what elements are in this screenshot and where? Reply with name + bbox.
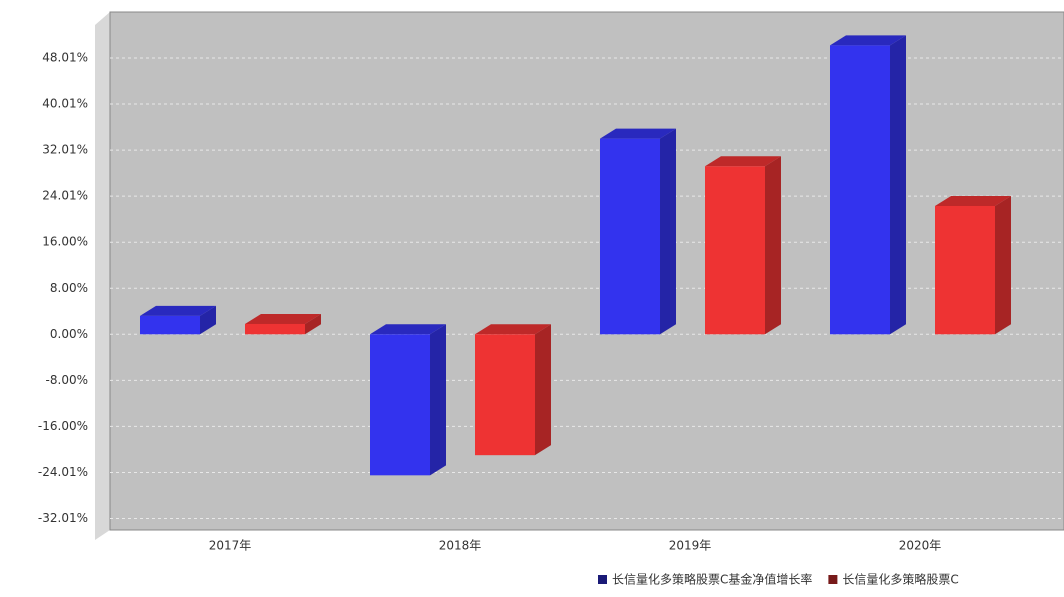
bar xyxy=(245,323,305,335)
y-tick-label: -16.00% xyxy=(38,419,88,433)
bar-top xyxy=(140,305,216,316)
y-tick-label: -24.01% xyxy=(38,465,88,479)
legend-label: 长信量化多策略股票C基金净值增长率 xyxy=(612,572,812,587)
bar-side xyxy=(305,313,321,335)
bar-side xyxy=(890,35,906,335)
bar xyxy=(475,334,535,456)
plot-area xyxy=(109,11,1064,531)
bar-side xyxy=(430,324,446,476)
bar-top xyxy=(705,156,781,167)
bar-top xyxy=(935,195,1011,206)
y-tick-label: 0.00% xyxy=(50,327,88,341)
bar-top xyxy=(370,324,446,335)
bar xyxy=(705,166,765,335)
y-tick-label: 8.00% xyxy=(50,281,88,295)
bar-top xyxy=(830,35,906,46)
y-tick-label: 32.01% xyxy=(42,143,88,157)
y-tick-label: 24.01% xyxy=(42,189,88,203)
y-tick-label: 16.00% xyxy=(42,235,88,249)
bar-top xyxy=(600,128,676,139)
bar xyxy=(600,138,660,335)
bar xyxy=(935,205,995,335)
bar-side xyxy=(995,195,1011,335)
bar xyxy=(830,45,890,335)
legend-swatch xyxy=(598,575,607,584)
bar-top xyxy=(475,324,551,335)
bar xyxy=(140,315,200,335)
y-tick-label: 48.01% xyxy=(42,50,88,64)
x-tick-label: 2019年 xyxy=(669,539,712,553)
x-tick-label: 2020年 xyxy=(899,539,942,553)
bar xyxy=(370,334,430,476)
y-tick-label: -32.01% xyxy=(38,511,88,525)
y-tick-label: 40.01% xyxy=(42,97,88,111)
bar-top xyxy=(245,313,321,324)
bar-side xyxy=(765,156,781,335)
bar-side xyxy=(535,324,551,456)
bar-side xyxy=(200,305,216,335)
y-tick-label: -8.00% xyxy=(46,373,88,387)
legend-label: 长信量化多策略股票C xyxy=(842,572,958,587)
legend-swatch xyxy=(828,575,838,584)
bar-side xyxy=(660,128,676,335)
x-tick-label: 2018年 xyxy=(439,539,482,553)
x-tick-label: 2017年 xyxy=(209,539,252,553)
